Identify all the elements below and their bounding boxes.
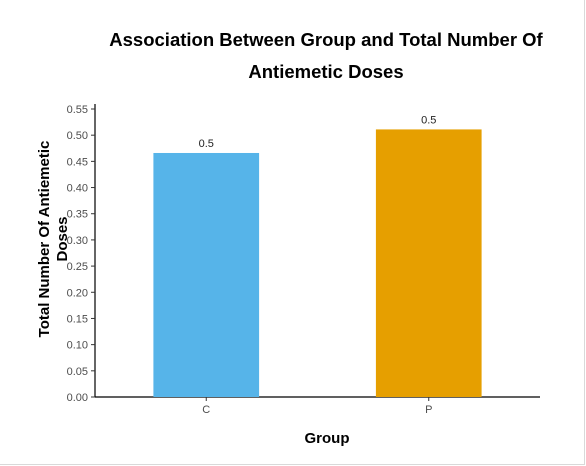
y-axis-title-line-2: Doses	[54, 216, 71, 261]
y-tick-label: 0.50	[67, 130, 88, 142]
x-tick-label: P	[425, 404, 432, 416]
y-tick-label: 0.40	[67, 183, 88, 195]
chart-title-line-1: Association Between Group and Total Numb…	[109, 29, 543, 50]
y-tick-label: 0.00	[67, 392, 88, 404]
x-tick-label: C	[202, 404, 210, 416]
plot-area: 0.00 0.05 0.10 0.15 0.20 0.25 0.30 0.35 0.40 0.45…	[67, 104, 540, 416]
y-tick-label: 0.05	[67, 366, 88, 378]
bar-value-label: 0.5	[199, 138, 214, 150]
chart-title-line-2: Antiemetic Doses	[248, 61, 403, 82]
x-axis-title: Group	[305, 430, 350, 447]
y-tick-label: 0.25	[67, 261, 88, 273]
y-tick-label: 0.30	[67, 235, 88, 247]
bar-c	[153, 152, 260, 397]
chart-title: Association Between Group and Total Numb…	[109, 29, 543, 82]
y-tick-label: 0.35	[67, 209, 88, 221]
bar-p	[375, 129, 482, 397]
y-tick-label: 0.15	[67, 313, 88, 325]
y-axis-title-line-1: Total Number Of Antiemetic	[36, 141, 53, 338]
y-tick-label: 0.55	[67, 104, 88, 116]
y-tick-label: 0.10	[67, 340, 88, 352]
bar-value-label: 0.5	[421, 114, 436, 126]
y-axis-title: Total Number Of Antiemetic Doses	[36, 141, 71, 338]
y-tick-label: 0.20	[67, 287, 88, 299]
y-tick-label: 0.45	[67, 156, 88, 168]
